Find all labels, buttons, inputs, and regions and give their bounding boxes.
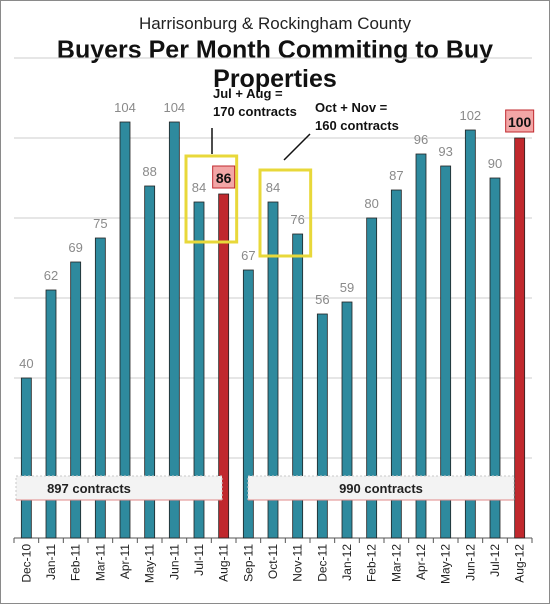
- x-tick-label-Jun-12: Jun-12: [463, 544, 477, 581]
- bar-Dec-11: [316, 313, 328, 539]
- octnov-callout-line1: Oct + Nov =: [315, 100, 388, 115]
- bar-Jun-12: [464, 129, 476, 539]
- x-tick-label-Jul-12: Jul-12: [488, 544, 502, 577]
- julaug-callout-line1: Jul + Aug =: [213, 86, 283, 101]
- bar-Aug-12: [514, 137, 526, 539]
- x-tick-label-Sep-11: Sep-11: [241, 544, 255, 582]
- total-band-1: [15, 475, 223, 501]
- total-label-1: 897 contracts: [47, 481, 131, 496]
- value-label-Jan-12: 59: [340, 280, 354, 295]
- x-axis-tick-labels: Dec-10 Jan-11 Feb-11 Mar-11 Apr-11 May-11 Jun-…: [19, 544, 526, 584]
- bar-Dec-10: [20, 377, 32, 539]
- value-label-Apr-11: 104: [114, 100, 136, 115]
- total-label-2: 990 contracts: [339, 481, 423, 496]
- value-label-Jul-11: 84: [192, 180, 206, 195]
- x-tick-label-Dec-10: Dec-10: [19, 544, 33, 583]
- value-label-Aug-12: 100: [508, 114, 532, 130]
- bar-Apr-12: [415, 153, 427, 539]
- julaug-callout-line2: 170 contracts: [213, 104, 297, 119]
- bar-Nov-11: [292, 233, 304, 539]
- bar-Jul-11: [193, 201, 205, 539]
- bar-Mar-12: [390, 189, 402, 539]
- x-tick-label-Jun-11: Jun-11: [167, 544, 181, 580]
- julaug-highlight-box: [184, 154, 239, 244]
- chart-title: Buyers Per Month Commiting to Buy Proper…: [56, 36, 494, 93]
- value-label-Dec-10: 40: [19, 356, 33, 371]
- value-label-Jun-11: 104: [163, 100, 185, 115]
- bar-Jan-12: [341, 301, 353, 539]
- x-tick-label-Feb-12: Feb-12: [365, 544, 379, 582]
- bar-Mar-11: [94, 237, 106, 539]
- bar-Jul-12: [489, 177, 501, 539]
- value-label-May-12: 93: [438, 144, 452, 159]
- value-label-Dec-11: 56: [315, 292, 329, 307]
- x-tick-label-May-11: May-11: [143, 544, 157, 583]
- total-band-2: [247, 475, 515, 501]
- value-label-Feb-12: 80: [364, 196, 378, 211]
- value-label-bg-Aug-11: [212, 165, 236, 189]
- x-tick-label-Apr-11: Apr-11: [118, 544, 132, 579]
- value-label-Aug-11: 86: [216, 170, 232, 186]
- octnov-callout-line2: 160 contracts: [315, 118, 399, 133]
- value-label-Sep-11: 67: [241, 248, 255, 263]
- octnov-highlight-box: [258, 168, 313, 258]
- bar-Feb-12: [366, 217, 378, 539]
- value-label-Nov-11: 76: [290, 212, 304, 227]
- bar-Oct-11: [267, 201, 279, 539]
- value-label-Jul-12: 90: [488, 156, 502, 171]
- annotations: 897 contracts 990 contracts Jul + Aug = 170…: [15, 86, 515, 501]
- value-label-Oct-11: 84: [266, 180, 280, 195]
- x-tick-label-Jul-11: Jul-11: [192, 544, 206, 576]
- value-label-bg-Aug-12: [505, 109, 535, 133]
- value-label-Feb-11: 69: [68, 240, 82, 255]
- x-tick-label-Aug-11: Aug-11: [217, 544, 231, 582]
- bar-May-12: [440, 165, 452, 539]
- x-tick-label-Apr-12: Apr-12: [414, 544, 428, 580]
- value-label-Jan-11: 62: [44, 268, 58, 283]
- bar-Sep-11: [242, 269, 254, 539]
- x-tick-label-Jan-11: Jan-11: [44, 544, 58, 580]
- bars: [20, 121, 526, 539]
- x-tick-label-Jan-12: Jan-12: [340, 544, 354, 581]
- bar-Aug-11: [218, 193, 230, 539]
- value-label-Mar-12: 87: [389, 168, 403, 183]
- x-tick-label-Dec-11: Dec-11: [315, 544, 329, 582]
- bar-Jun-11: [168, 121, 180, 539]
- x-tick-label-Feb-11: Feb-11: [69, 544, 83, 581]
- value-label-Apr-12: 96: [414, 132, 428, 147]
- bar-Feb-11: [70, 261, 82, 539]
- chart-subtitle: Harrisonburg & Rockingham County: [138, 14, 412, 33]
- x-tick-label-Nov-11: Nov-11: [291, 544, 305, 582]
- value-label-May-11: 88: [142, 164, 156, 179]
- x-tick-label-Aug-12: Aug-12: [513, 544, 527, 583]
- value-label-Jun-12: 102: [459, 108, 481, 123]
- value-labels: 40 62 69 75 104 88 104 84 86 67 84 76 56 59 80 87 96 93 10…: [19, 100, 535, 371]
- bar-May-11: [144, 185, 156, 539]
- x-tick-label-Mar-12: Mar-12: [389, 544, 403, 582]
- bar-Jan-11: [45, 289, 57, 539]
- bar-Apr-11: [119, 121, 131, 539]
- x-tick-label-Mar-11: Mar-11: [93, 544, 107, 581]
- x-tick-label-May-12: May-12: [439, 544, 453, 584]
- x-tick-label-Oct-11: Oct-11: [266, 544, 280, 579]
- octnov-callout-line: [283, 133, 311, 161]
- value-label-Mar-11: 75: [93, 216, 107, 231]
